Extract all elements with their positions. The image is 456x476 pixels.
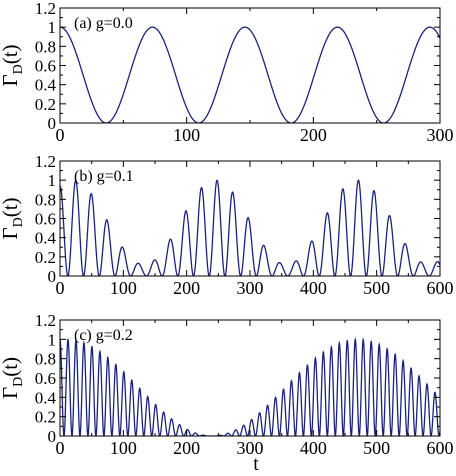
x-tick-label: 200 xyxy=(173,438,200,458)
y-tick-label: 1.2 xyxy=(35,311,56,330)
x-tick-label: 300 xyxy=(237,438,264,458)
panel-label: (a) g=0.0 xyxy=(74,15,133,32)
x-tick-label: 0 xyxy=(56,125,65,145)
y-tick-label: 0.6 xyxy=(35,210,56,229)
y-tick-label: 0.8 xyxy=(35,190,56,209)
x-tick-label: 400 xyxy=(300,438,327,458)
panel-b: 0 100 200 300 400 500 600 00.20.40.60.811.2 ΓD(t… xyxy=(0,152,454,298)
y-tick-label: 0.4 xyxy=(35,76,57,95)
y-tick-label: 1 xyxy=(48,171,57,190)
y-tick-label: 0.6 xyxy=(35,57,56,76)
x-tick-label: 500 xyxy=(363,278,390,298)
x-tick-label: 0 xyxy=(56,438,65,458)
x-tick-label: 100 xyxy=(110,438,137,458)
x-tick-label: 200 xyxy=(173,278,200,298)
x-tick-label: 200 xyxy=(300,125,327,145)
y-tick-label: 0.6 xyxy=(35,369,56,388)
y-tick-label: 0.4 xyxy=(35,388,57,407)
x-tick-label: 300 xyxy=(237,278,264,298)
y-axis-label: ΓD(t) xyxy=(0,357,26,399)
y-tick-label: 1.2 xyxy=(35,152,56,171)
x-tick-label: 100 xyxy=(173,125,200,145)
panel-a: 0 100 200 300 00.20.40.60.811.2 ΓD(t) (a) g=0.… xyxy=(0,0,454,145)
x-axis-label: t xyxy=(253,453,259,475)
y-tick-label: 0.2 xyxy=(35,408,56,427)
x-tick-label: 600 xyxy=(427,278,454,298)
panel-label: (b) g=0.1 xyxy=(74,168,134,185)
y-tick-label: 1 xyxy=(48,18,57,37)
panel-label: (c) g=0.2 xyxy=(74,327,133,344)
series-line xyxy=(60,337,440,436)
panel-c: 0 100 200 300 400 500 600 00.20.40.60.811.2 ΓD(t… xyxy=(0,311,454,458)
x-tick-label: 0 xyxy=(56,278,65,298)
series-line xyxy=(60,179,440,276)
y-tick-label: 0.8 xyxy=(35,350,56,369)
x-tick-label: 400 xyxy=(300,278,327,298)
y-tick-label: 1 xyxy=(48,330,57,349)
x-tick-label: 100 xyxy=(110,278,137,298)
y-tick-label: 0.2 xyxy=(35,248,56,267)
y-tick-label: 0 xyxy=(48,114,57,133)
x-tick-label: 300 xyxy=(427,125,454,145)
x-tick-label: 500 xyxy=(363,438,390,458)
y-tick-label: 0.8 xyxy=(35,37,56,56)
y-tick-label: 0 xyxy=(48,267,57,286)
y-tick-label: 1.2 xyxy=(35,0,56,18)
x-tick-label: 600 xyxy=(427,438,454,458)
y-tick-label: 0.2 xyxy=(35,95,56,114)
y-axis-label: ΓD(t) xyxy=(0,197,26,239)
y-tick-label: 0.4 xyxy=(35,229,57,248)
series-line xyxy=(60,26,440,123)
y-axis-label: ΓD(t) xyxy=(0,44,26,86)
y-tick-label: 0 xyxy=(48,427,57,446)
